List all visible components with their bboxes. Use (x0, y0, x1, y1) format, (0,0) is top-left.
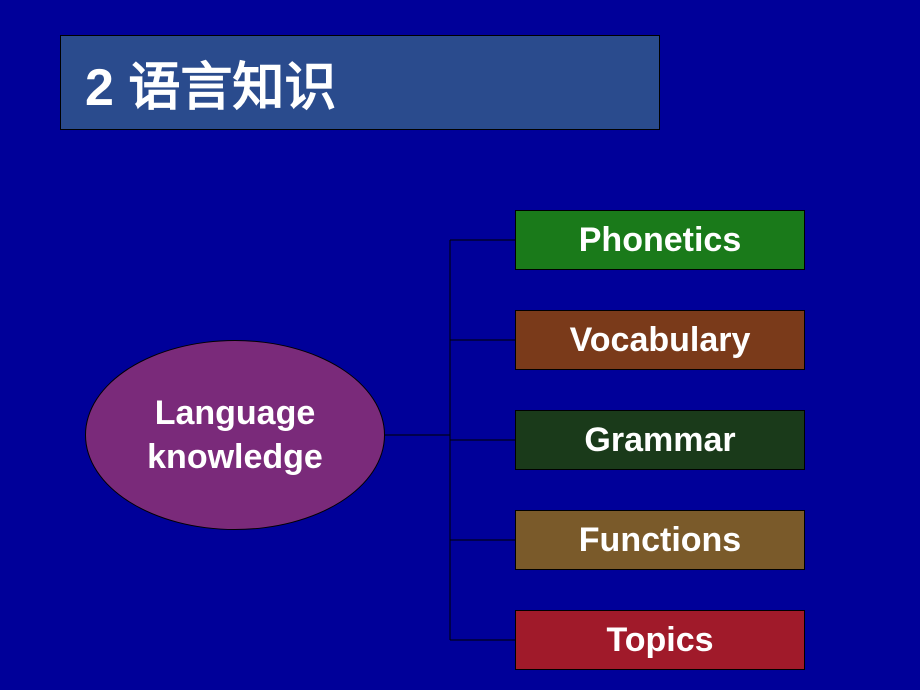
branch-box-topics: Topics (515, 610, 805, 670)
branch-label: Phonetics (579, 221, 741, 260)
branch-box-grammar: Grammar (515, 410, 805, 470)
title-box: 2 语言知识 (60, 35, 660, 130)
branch-label: Vocabulary (570, 321, 751, 360)
root-node-label: Language knowledge (147, 391, 323, 479)
branch-label: Functions (579, 521, 741, 560)
root-node: Language knowledge (85, 340, 385, 530)
title-text: 2 语言知识 (85, 45, 336, 120)
branch-label: Topics (606, 621, 713, 660)
root-line2: knowledge (147, 438, 323, 476)
root-line1: Language (155, 394, 316, 432)
branch-box-functions: Functions (515, 510, 805, 570)
branch-label: Grammar (584, 421, 735, 460)
branch-box-vocabulary: Vocabulary (515, 310, 805, 370)
branch-box-phonetics: Phonetics (515, 210, 805, 270)
